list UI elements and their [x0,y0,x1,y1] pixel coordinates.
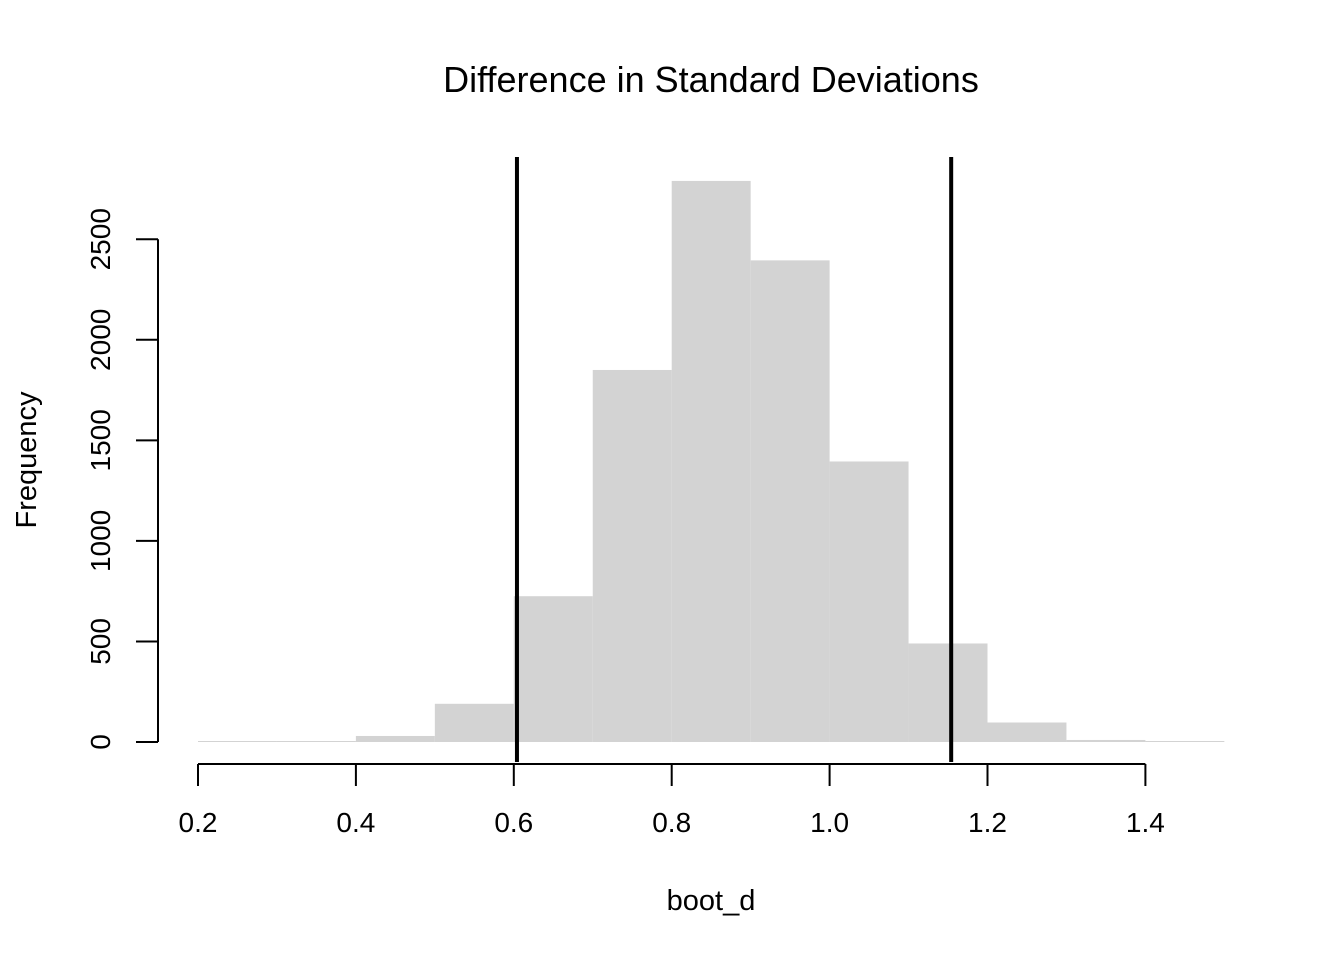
histogram-bar-7 [750,260,830,742]
x-tick-label-0: 0.2 [179,807,218,838]
histogram-bar-8 [829,461,909,742]
histogram-bars [198,180,1225,742]
x-tick-label-1: 0.4 [336,807,375,838]
histogram-bar-6 [671,180,751,742]
histogram-bar-3 [434,703,514,742]
histogram-bar-5 [592,369,672,742]
x-axis: 0.2 0.4 0.6 0.8 1.0 1.2 1.4 [179,763,1165,838]
y-axis-label: Frequency [11,391,43,529]
histogram-bar-12 [1145,741,1225,742]
y-tick-label-4: 2000 [85,309,116,371]
histogram-bar-0 [198,741,277,742]
interval-lines [514,157,954,762]
histogram-bar-1 [276,741,356,742]
histogram-bar-4 [513,596,593,742]
histogram-bar-2 [355,735,435,742]
histogram-bar-11 [1066,739,1146,742]
y-tick-label-3: 1500 [85,409,116,471]
y-tick-label-0: 0 [85,734,116,750]
x-tick-label-4: 1.0 [810,807,849,838]
histogram-bar-9 [908,643,988,742]
y-tick-label-5: 2500 [85,208,116,270]
y-tick-label-2: 1000 [85,510,116,572]
chart-title: Difference in Standard Deviations [443,59,979,100]
histogram-bar-10 [987,722,1067,742]
x-tick-label-2: 0.6 [494,807,533,838]
y-axis: 0 500 1000 1500 2000 2500 [85,208,159,750]
x-tick-label-3: 0.8 [652,807,691,838]
x-tick-label-5: 1.2 [968,807,1007,838]
y-tick-label-1: 500 [85,618,116,665]
x-axis-label: boot_d [667,885,756,917]
x-tick-label-6: 1.4 [1126,807,1165,838]
